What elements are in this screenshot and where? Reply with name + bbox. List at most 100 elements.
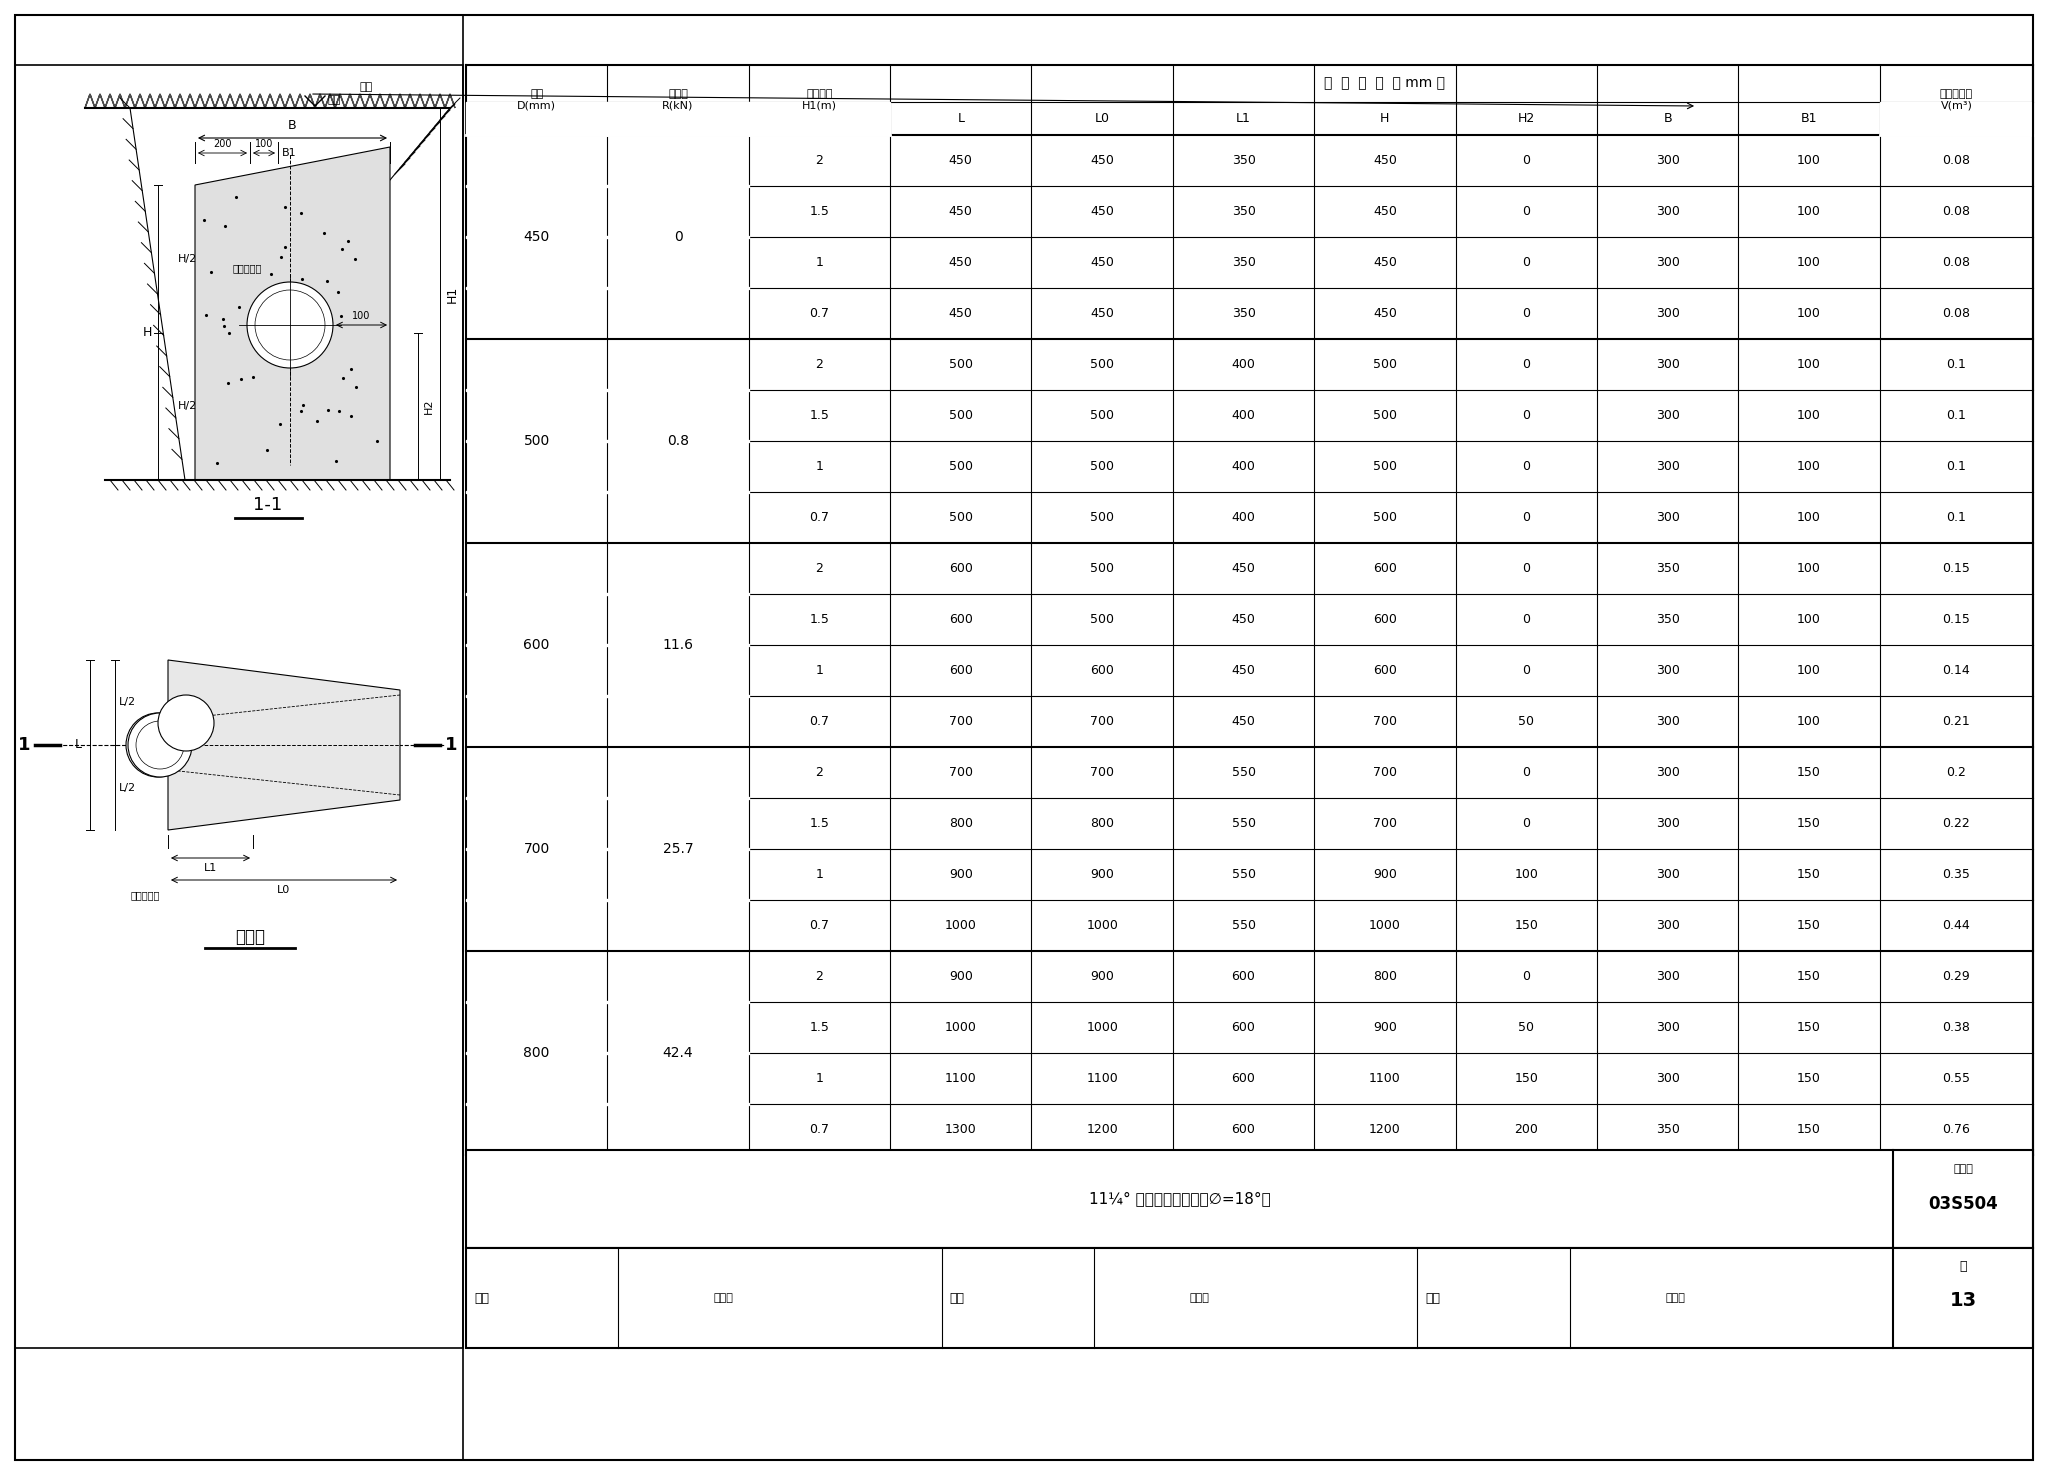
Text: 700: 700 xyxy=(948,715,973,729)
Text: 0.7: 0.7 xyxy=(809,919,829,932)
Text: 100: 100 xyxy=(1796,358,1821,371)
Text: 2: 2 xyxy=(815,970,823,983)
Polygon shape xyxy=(125,94,135,107)
Text: 0.15: 0.15 xyxy=(1942,612,1970,626)
Polygon shape xyxy=(467,1052,750,1054)
Text: 450: 450 xyxy=(1372,256,1397,269)
Text: L: L xyxy=(956,112,965,125)
Text: 300: 300 xyxy=(1655,919,1679,932)
Text: 图集号: 图集号 xyxy=(1954,1164,1972,1175)
Text: 450: 450 xyxy=(1231,715,1255,729)
Text: 25.7: 25.7 xyxy=(664,842,694,857)
Polygon shape xyxy=(285,94,295,107)
Text: 200: 200 xyxy=(213,138,231,149)
Text: 300: 300 xyxy=(1655,765,1679,779)
Text: B: B xyxy=(289,119,297,132)
Polygon shape xyxy=(467,389,750,392)
Text: 地坪: 地坪 xyxy=(328,96,342,105)
Text: H2: H2 xyxy=(1518,112,1534,125)
Text: 550: 550 xyxy=(1231,868,1255,882)
Text: 500: 500 xyxy=(1090,612,1114,626)
Text: 450: 450 xyxy=(948,155,973,166)
Polygon shape xyxy=(326,94,336,107)
Text: 100: 100 xyxy=(1796,308,1821,319)
Polygon shape xyxy=(395,94,406,107)
Text: 2: 2 xyxy=(815,155,823,166)
Polygon shape xyxy=(467,593,750,595)
Text: 500: 500 xyxy=(1090,409,1114,422)
Circle shape xyxy=(158,695,213,751)
Text: 500: 500 xyxy=(1372,409,1397,422)
Text: L0: L0 xyxy=(1096,112,1110,125)
Text: 450: 450 xyxy=(1231,612,1255,626)
Polygon shape xyxy=(305,94,315,107)
Text: 0.2: 0.2 xyxy=(1946,765,1966,779)
Text: 600: 600 xyxy=(1372,562,1397,576)
Text: 0: 0 xyxy=(1522,205,1530,218)
Text: 150: 150 xyxy=(1796,919,1821,932)
Text: 300: 300 xyxy=(1655,1022,1679,1033)
Text: 300: 300 xyxy=(1655,155,1679,166)
Text: 500: 500 xyxy=(948,358,973,371)
Text: 0.7: 0.7 xyxy=(809,715,829,729)
Text: 1.5: 1.5 xyxy=(809,1022,829,1033)
Text: 0: 0 xyxy=(1522,358,1530,371)
Text: 1.5: 1.5 xyxy=(809,817,829,830)
Text: 700: 700 xyxy=(1372,765,1397,779)
Text: 700: 700 xyxy=(1090,765,1114,779)
Text: 0: 0 xyxy=(1522,562,1530,576)
Text: L/2: L/2 xyxy=(119,783,135,792)
Polygon shape xyxy=(115,94,125,107)
Text: 100: 100 xyxy=(1796,256,1821,269)
Polygon shape xyxy=(375,94,385,107)
Text: 1: 1 xyxy=(815,868,823,882)
Text: 600: 600 xyxy=(1090,664,1114,677)
Text: 0.1: 0.1 xyxy=(1946,409,1966,422)
Text: 450: 450 xyxy=(1372,155,1397,166)
Text: 作用力
R(kN): 作用力 R(kN) xyxy=(662,90,694,110)
Text: 900: 900 xyxy=(1372,1022,1397,1033)
Text: H2: H2 xyxy=(424,399,434,414)
Text: 50: 50 xyxy=(1518,715,1534,729)
Polygon shape xyxy=(467,796,750,799)
Text: 0: 0 xyxy=(674,230,682,244)
Text: 100: 100 xyxy=(1796,664,1821,677)
Text: 550: 550 xyxy=(1231,919,1255,932)
Polygon shape xyxy=(236,94,246,107)
Text: 0.08: 0.08 xyxy=(1942,256,1970,269)
Text: 600: 600 xyxy=(948,664,973,677)
Text: 贴油毡一层: 贴油毡一层 xyxy=(233,263,262,272)
Bar xyxy=(467,1248,2034,1348)
Text: 1: 1 xyxy=(815,459,823,473)
Text: 贺旭曼: 贺旭曼 xyxy=(715,1292,733,1303)
Text: 900: 900 xyxy=(948,868,973,882)
Text: 1.5: 1.5 xyxy=(809,612,829,626)
Text: 0.1: 0.1 xyxy=(1946,511,1966,524)
Text: 700: 700 xyxy=(948,765,973,779)
Text: 0: 0 xyxy=(1522,308,1530,319)
Text: 350: 350 xyxy=(1655,612,1679,626)
Polygon shape xyxy=(215,94,225,107)
Text: 1000: 1000 xyxy=(944,919,977,932)
Text: 1.5: 1.5 xyxy=(809,205,829,218)
Text: 350: 350 xyxy=(1231,155,1255,166)
Polygon shape xyxy=(434,94,444,107)
Text: B: B xyxy=(1663,112,1671,125)
Polygon shape xyxy=(467,1103,750,1105)
Text: 450: 450 xyxy=(1090,308,1114,319)
Text: 500: 500 xyxy=(1372,358,1397,371)
Text: 400: 400 xyxy=(1231,358,1255,371)
Text: 500: 500 xyxy=(1090,459,1114,473)
Text: 1100: 1100 xyxy=(944,1072,977,1085)
Text: 11.6: 11.6 xyxy=(664,637,694,652)
Text: 校对: 校对 xyxy=(950,1291,965,1304)
Text: 100: 100 xyxy=(1796,459,1821,473)
Text: 页: 页 xyxy=(1960,1260,1966,1273)
Polygon shape xyxy=(608,102,750,135)
Polygon shape xyxy=(274,94,285,107)
Text: 混凝土用量
V(m³): 混凝土用量 V(m³) xyxy=(1939,90,1972,110)
Polygon shape xyxy=(166,94,174,107)
Text: 0: 0 xyxy=(1522,612,1530,626)
Text: 450: 450 xyxy=(1090,256,1114,269)
Text: 200: 200 xyxy=(1513,1123,1538,1136)
